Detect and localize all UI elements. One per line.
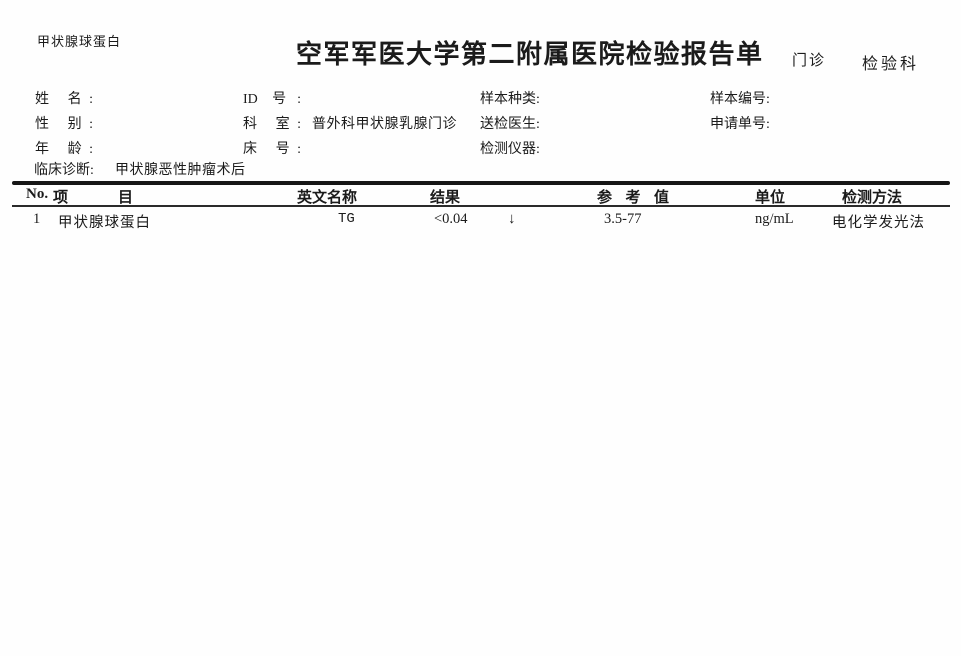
id-label: ID 号: <box>243 92 301 107</box>
row-reference-range: 3.5-77 <box>604 211 642 227</box>
ordering-doctor-label: 送检医生: <box>480 117 540 132</box>
column-header-method: 检测方法 <box>842 190 903 206</box>
column-header-reference: 参 考 值 <box>597 190 669 206</box>
column-header-item: 项 目 <box>53 190 133 206</box>
row-item-name: 甲状腺球蛋白 <box>58 215 151 231</box>
column-header-unit: 单位 <box>755 190 786 206</box>
patient-info-row-3: 年 龄: 床 号: 检测仪器: <box>0 138 961 158</box>
page-title: 空军军医大学第二附属医院检验报告单 <box>296 40 764 69</box>
department-label: 科 室: <box>243 117 301 132</box>
table-header-rule <box>12 205 950 207</box>
table-row: 1 甲状腺球蛋白 TG <0.04 ↓ 3.5-77 ng/mL 电化学发光法 <box>0 211 961 231</box>
column-header-no: No. <box>26 186 49 202</box>
patient-info-row-1: 姓 名: ID 号: 样本种类: 样本编号: <box>0 88 961 108</box>
bed-no-label: 床 号: <box>243 142 301 157</box>
report-name: 甲状腺球蛋白 <box>37 34 122 49</box>
age-label: 年 龄: <box>35 142 93 157</box>
patient-info-row-4: 临床诊断: 甲状腺恶性肿瘤术后 <box>0 159 961 179</box>
visit-type-label: 门诊 <box>792 53 827 69</box>
instrument-label: 检测仪器: <box>480 142 540 157</box>
row-seq-no: 1 <box>33 211 41 227</box>
column-header-english-name: 英文名称 <box>297 190 358 206</box>
patient-info-row-2: 性 别: 科 室: 普外科甲状腺乳腺门诊 送检医生: 申请单号: <box>0 113 961 133</box>
lab-department-label: 检验科 <box>862 56 920 73</box>
clinical-diagnosis-value: 甲状腺恶性肿瘤术后 <box>115 163 246 178</box>
low-flag-down-arrow-icon: ↓ <box>508 211 516 227</box>
gender-label: 性 别: <box>35 117 93 132</box>
clinical-diagnosis-label: 临床诊断: <box>34 163 94 178</box>
column-header-result: 结果 <box>430 190 461 206</box>
request-no-label: 申请单号: <box>710 117 770 132</box>
department-value: 普外科甲状腺乳腺门诊 <box>312 117 457 132</box>
row-english-name: TG <box>338 211 355 227</box>
table-top-rule <box>12 181 950 185</box>
row-unit: ng/mL <box>755 211 794 227</box>
sample-type-label: 样本种类: <box>480 92 540 107</box>
results-table-header: No. 项 目 英文名称 结果 参 考 值 单位 检测方法 <box>0 186 961 206</box>
sample-no-label: 样本编号: <box>710 92 770 107</box>
row-result-value: <0.04 <box>434 211 468 227</box>
row-method: 电化学发光法 <box>832 215 925 231</box>
name-label: 姓 名: <box>35 92 93 107</box>
